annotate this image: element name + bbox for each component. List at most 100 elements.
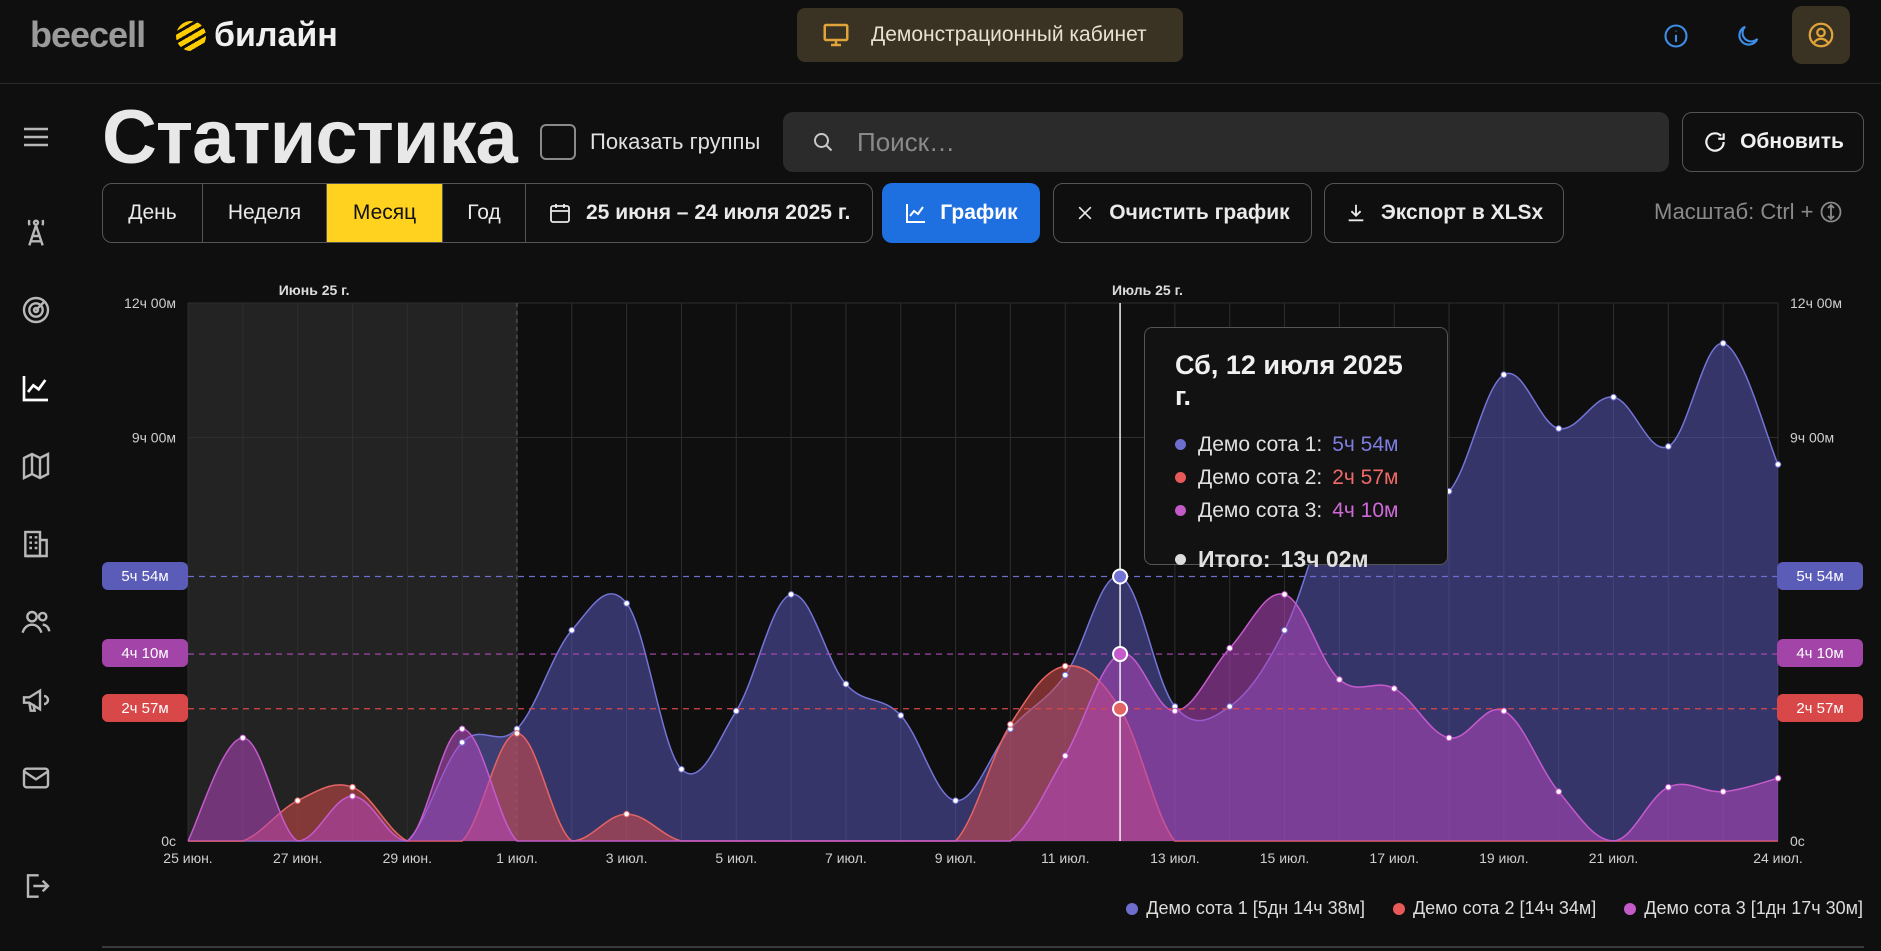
x-tick-label: 3 июл. <box>606 850 648 866</box>
legend-item-series1[interactable]: Демо сота 1 [5дн 14ч 38м] <box>1126 898 1365 919</box>
series3-point <box>1061 752 1069 760</box>
series3-point <box>1445 734 1453 742</box>
series2-value-badge-right: 2ч 57м <box>1777 694 1863 722</box>
calendar-icon <box>550 204 570 223</box>
tooltip-row-series3: Демо сота 3: 4ч 10м <box>1175 494 1417 527</box>
search-icon <box>814 133 833 152</box>
series3-point <box>1665 783 1672 791</box>
legend-item-series2[interactable]: Демо сота 2 [14ч 34м] <box>1392 898 1597 919</box>
mail-icon[interactable] <box>18 760 54 796</box>
close-icon <box>1078 206 1092 220</box>
legend-item-series3[interactable]: Демо сота 3 [1дн 17ч 30м] <box>1624 898 1863 919</box>
x-tick-label: 24 июл. <box>1753 850 1803 866</box>
demo-cabinet-button[interactable]: Демонстрационный кабинет <box>797 8 1183 62</box>
statistics-chart-icon[interactable] <box>18 370 54 406</box>
antenna-tower-icon[interactable] <box>18 214 54 250</box>
x-tick-label: 25 июн. <box>163 850 212 866</box>
chart-legend: Демо сота 1 [5дн 14ч 38м] Демо сота 2 [1… <box>1126 898 1863 919</box>
date-range-picker[interactable]: 25 июня – 24 июля 2025 г. <box>526 184 872 242</box>
period-week-tab[interactable]: Неделя <box>203 184 327 242</box>
y-tick-label-left: 0с <box>161 833 176 849</box>
user-circle-icon <box>1808 22 1834 48</box>
series2-point <box>1007 721 1014 728</box>
series2-dot <box>1175 472 1186 483</box>
tooltip-row-series1: Демо сота 1: 5ч 54м <box>1175 428 1417 461</box>
search-input[interactable] <box>857 126 1637 158</box>
refresh-button[interactable]: Обновить <box>1682 112 1864 172</box>
series1-point <box>623 600 630 607</box>
logout-icon[interactable] <box>18 868 54 904</box>
series3-point <box>1719 788 1727 795</box>
series1-point <box>1061 671 1069 679</box>
show-groups-checkbox[interactable] <box>540 124 576 160</box>
series3-point <box>1226 644 1234 652</box>
series1-point <box>1774 461 1782 468</box>
series2-point <box>1061 662 1069 670</box>
tooltip-series2-value: 2ч 57м <box>1332 465 1399 489</box>
date-range-label: 25 июня – 24 июля 2025 г. <box>586 201 851 224</box>
show-groups-label: Показать группы <box>590 129 761 154</box>
megaphone-icon[interactable] <box>18 682 54 718</box>
map-icon[interactable] <box>18 448 54 484</box>
total-dot <box>1175 554 1186 565</box>
refresh-icon <box>1705 132 1725 152</box>
graph-button[interactable]: График <box>882 183 1040 243</box>
series1-point <box>897 712 905 719</box>
sidebar <box>0 84 74 951</box>
info-icon[interactable] <box>1658 18 1694 54</box>
series1-point <box>1719 340 1727 347</box>
month-label: Июль 25 г. <box>1112 282 1183 298</box>
y-tick-label-right: 0с <box>1790 833 1805 849</box>
series3-value-badge-right: 4ч 10м <box>1777 639 1863 667</box>
period-year-tab[interactable]: Год <box>443 184 526 242</box>
graph-label: График <box>940 201 1018 224</box>
tooltip-total-row: Итого: 13ч 02м <box>1175 543 1417 576</box>
clear-graph-button[interactable]: Очистить график <box>1053 183 1312 243</box>
series1-dot <box>1175 439 1186 450</box>
brand-logo[interactable]: beecell <box>30 14 146 55</box>
tooltip-series2-label: Демо сота 2: <box>1198 465 1323 489</box>
series1-highlight-point <box>1112 568 1129 585</box>
tooltip-series3-label: Демо сота 3: <box>1198 498 1323 522</box>
zoom-hint-label: Масштаб: Ctrl + <box>1654 199 1814 224</box>
menu-icon[interactable] <box>18 119 54 155</box>
series3-area <box>188 593 1778 841</box>
radar-icon[interactable] <box>18 292 54 328</box>
series2-value-badge-left: 2ч 57м <box>102 694 188 722</box>
legend-label-series2: Демо сота 2 [14ч 34м] <box>1412 898 1597 918</box>
series1-point <box>458 739 466 746</box>
search-bar[interactable] <box>783 112 1669 172</box>
top-bar: beecell билайн Демонстрационный кабинет <box>0 0 1881 84</box>
dark-mode-moon-icon[interactable] <box>1730 18 1766 54</box>
tooltip-series3-value: 4ч 10м <box>1332 498 1399 522</box>
period-day-tab[interactable]: День <box>103 184 203 242</box>
export-xlsx-label: Экспорт в XLSx <box>1380 201 1544 224</box>
zoom-hint: Масштаб: Ctrl + <box>1654 199 1842 225</box>
series3-point <box>349 792 356 800</box>
legend-label-series3: Демо сота 3 [1дн 17ч 30м] <box>1644 898 1863 918</box>
y-tick-label-right: 9ч 00м <box>1790 430 1834 446</box>
users-icon[interactable] <box>18 604 54 640</box>
series1-point <box>568 626 576 634</box>
x-tick-label: 9 июл. <box>935 850 977 866</box>
show-groups-toggle[interactable]: Показать группы <box>540 124 760 160</box>
operator-name: билайн <box>214 16 338 54</box>
building-icon[interactable] <box>18 526 54 562</box>
series1-point <box>1500 371 1508 379</box>
x-tick-label: 1 июл. <box>496 850 538 866</box>
month-label: Июнь 25 г. <box>279 282 350 298</box>
profile-button[interactable] <box>1792 6 1850 64</box>
operator-logo: билайн <box>176 16 338 55</box>
series1-point <box>1226 703 1234 710</box>
beeline-logo-icon <box>176 20 206 51</box>
x-tick-label: 19 июл. <box>1479 850 1529 866</box>
series1-point <box>952 797 959 804</box>
monitor-icon <box>823 23 849 47</box>
series3-point <box>239 734 247 742</box>
period-month-tab[interactable]: Месяц <box>327 184 443 242</box>
series1-point <box>842 680 850 688</box>
export-xlsx-button[interactable]: Экспорт в XLSx <box>1324 183 1564 243</box>
demo-cabinet-label: Демонстрационный кабинет <box>871 23 1147 46</box>
statistics-chart[interactable]: Июнь 25 г. Июль 25 г. 0с 0с 9ч 00м 9ч 00м 12ч … <box>0 280 1881 880</box>
series1-point <box>1281 626 1288 634</box>
